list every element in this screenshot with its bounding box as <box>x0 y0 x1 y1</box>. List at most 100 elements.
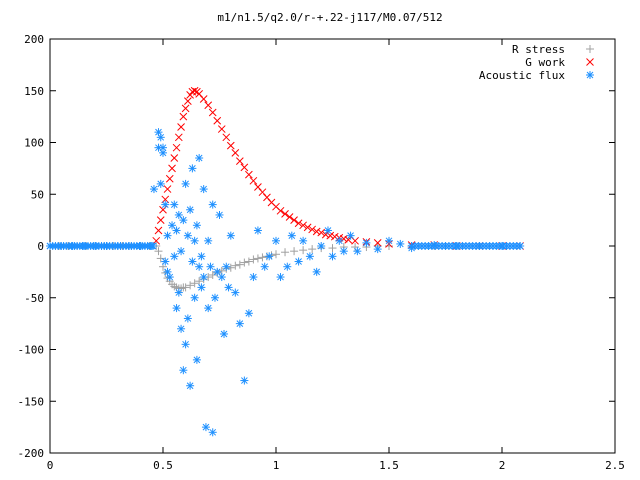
data-point <box>190 236 199 245</box>
series-acoustic-flux <box>46 128 525 437</box>
x-tick-label: 1.5 <box>379 459 399 472</box>
data-point <box>305 252 314 261</box>
data-point <box>170 154 179 162</box>
y-tick-label: 50 <box>31 188 44 201</box>
data-point <box>217 125 226 133</box>
plot-marks <box>46 86 525 437</box>
data-point <box>197 283 206 292</box>
data-point <box>283 262 292 271</box>
data-point <box>249 255 258 264</box>
data-point <box>197 252 206 261</box>
data-point <box>213 116 222 125</box>
data-point <box>303 223 312 232</box>
data-point <box>220 329 229 338</box>
data-point <box>186 281 195 290</box>
data-point <box>222 262 231 271</box>
data-point <box>208 428 217 437</box>
data-point <box>154 226 163 235</box>
legend-marker <box>586 71 594 79</box>
y-tick-label: -100 <box>18 344 45 357</box>
data-point <box>253 254 262 263</box>
data-point <box>177 123 185 131</box>
data-point <box>265 252 274 261</box>
data-point <box>156 216 165 224</box>
data-point <box>190 279 199 288</box>
data-point <box>258 253 267 262</box>
data-point <box>249 176 258 185</box>
data-point <box>183 314 192 323</box>
data-point <box>195 154 204 163</box>
y-tick-label: -200 <box>18 447 45 460</box>
data-point <box>385 236 393 245</box>
data-point <box>172 304 181 313</box>
data-point <box>260 262 269 271</box>
data-point <box>208 270 217 279</box>
x-tick-label: 2 <box>499 459 506 472</box>
data-point <box>177 284 186 293</box>
data-point <box>181 283 190 292</box>
data-point <box>323 226 332 235</box>
data-point <box>199 95 208 103</box>
data-point <box>208 200 217 209</box>
data-point <box>294 257 303 266</box>
x-tick-label: 0 <box>47 459 54 472</box>
data-point <box>272 250 280 259</box>
data-point <box>195 262 204 271</box>
data-point <box>177 247 186 256</box>
data-point <box>231 288 240 297</box>
y-tick-label: -50 <box>24 292 44 305</box>
data-point <box>226 141 235 150</box>
data-point <box>335 236 344 245</box>
data-point <box>299 221 307 230</box>
data-point <box>299 246 308 255</box>
data-point <box>235 260 244 269</box>
legend-marker <box>586 45 594 53</box>
data-point <box>245 170 253 179</box>
x-tick-label: 0.5 <box>153 459 173 472</box>
data-point <box>190 293 199 302</box>
data-point <box>240 376 249 385</box>
data-point <box>181 104 190 113</box>
data-point <box>317 228 326 237</box>
data-point <box>362 238 371 247</box>
data-point <box>204 101 213 110</box>
data-point <box>299 236 308 245</box>
data-point <box>156 133 165 142</box>
data-point <box>276 273 285 282</box>
data-point <box>224 283 233 292</box>
data-point <box>192 355 201 364</box>
data-point <box>174 288 183 297</box>
data-point <box>276 206 285 215</box>
data-point <box>287 231 296 240</box>
data-point <box>346 231 355 240</box>
x-tick-label: 1 <box>273 459 280 472</box>
data-point <box>312 267 321 276</box>
data-point <box>290 216 298 224</box>
y-tick-label: 0 <box>37 240 44 253</box>
data-point <box>204 236 213 245</box>
data-point <box>177 324 186 333</box>
data-point <box>179 366 188 375</box>
data-point <box>373 239 382 247</box>
data-point <box>339 247 348 256</box>
data-point <box>172 143 181 152</box>
data-point <box>163 231 172 240</box>
data-point <box>168 164 176 173</box>
data-point <box>165 273 174 282</box>
data-point <box>281 210 289 218</box>
data-point <box>161 257 170 266</box>
series-g-work <box>152 86 524 250</box>
data-point <box>240 163 249 172</box>
data-point <box>272 236 280 245</box>
data-point <box>188 164 197 173</box>
data-point <box>249 273 258 282</box>
data-point <box>154 247 163 256</box>
data-point <box>208 108 217 117</box>
data-point <box>235 157 244 165</box>
data-point <box>290 247 299 256</box>
data-point <box>181 179 190 188</box>
data-point <box>170 282 179 291</box>
data-point <box>206 262 215 271</box>
data-point <box>351 243 360 252</box>
